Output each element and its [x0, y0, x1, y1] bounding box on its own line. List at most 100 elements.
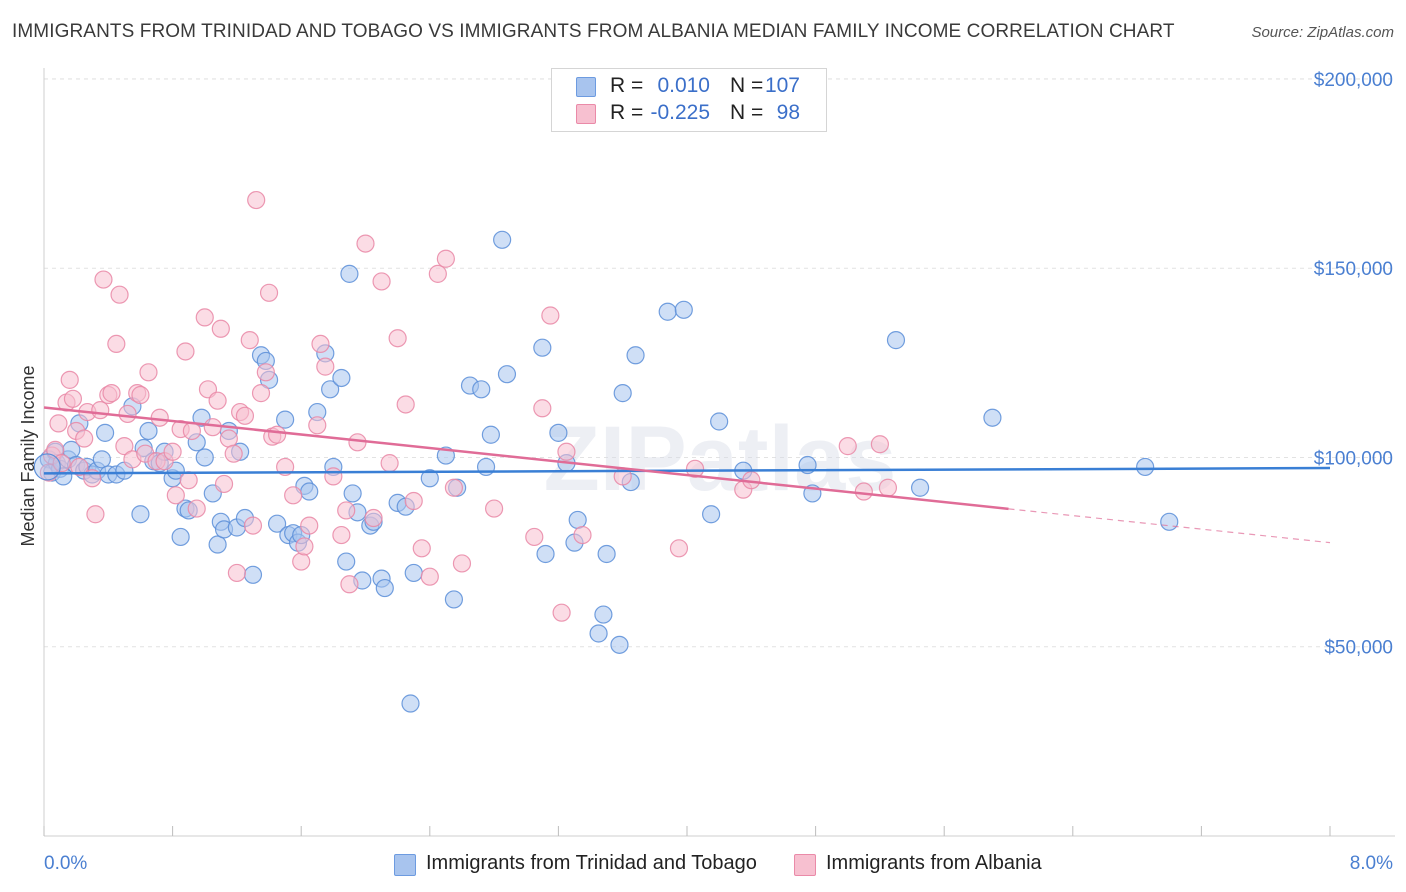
data-point-trinidad[interactable] [533, 338, 552, 357]
data-point-albania[interactable] [235, 406, 255, 425]
data-point-albania[interactable] [436, 249, 455, 268]
data-point-trinidad[interactable] [95, 423, 115, 442]
data-point-albania[interactable] [214, 474, 234, 494]
data-point-trinidad[interactable] [267, 514, 287, 533]
data-point-trinidad[interactable] [401, 694, 420, 713]
data-point-albania[interactable] [219, 429, 238, 448]
data-point-trinidad[interactable] [886, 331, 906, 350]
data-point-albania[interactable] [243, 516, 263, 535]
data-point-albania[interactable] [110, 285, 129, 304]
data-point-albania[interactable] [557, 442, 576, 461]
data-point-albania[interactable] [573, 525, 592, 545]
data-point-albania[interactable] [838, 437, 857, 456]
data-point-albania[interactable] [49, 414, 68, 433]
data-point-trinidad[interactable] [597, 544, 616, 564]
data-point-albania[interactable] [227, 563, 246, 583]
data-point-albania[interactable] [150, 408, 169, 427]
data-point-albania[interactable] [420, 567, 439, 586]
data-point-trinidad[interactable] [589, 624, 608, 643]
data-point-albania[interactable] [364, 508, 383, 528]
data-point-trinidad[interactable] [343, 484, 362, 503]
data-point-trinidad[interactable] [910, 478, 930, 497]
data-point-albania[interactable] [118, 404, 137, 424]
data-point-albania[interactable] [208, 391, 227, 410]
data-point-trinidad[interactable] [139, 421, 158, 441]
data-point-albania[interactable] [452, 554, 472, 573]
data-point-albania[interactable] [854, 482, 873, 501]
data-point-trinidad[interactable] [493, 230, 512, 249]
data-point-albania[interactable] [139, 363, 158, 382]
data-point-albania[interactable] [267, 425, 287, 444]
data-point-trinidad[interactable] [481, 425, 500, 444]
data-point-albania[interactable] [63, 389, 83, 408]
data-point-albania[interactable] [107, 334, 126, 354]
data-point-trinidad[interactable] [549, 423, 568, 442]
data-point-albania[interactable] [292, 552, 311, 571]
data-point-trinidad[interactable] [674, 300, 693, 319]
data-point-trinidad[interactable] [276, 410, 295, 429]
data-point-albania[interactable] [685, 459, 705, 478]
data-point-trinidad[interactable] [131, 505, 150, 524]
data-point-albania[interactable] [259, 283, 279, 302]
data-point-trinidad[interactable] [332, 368, 351, 388]
data-point-albania[interactable] [337, 501, 356, 520]
data-point-albania[interactable] [240, 331, 259, 350]
data-point-albania[interactable] [75, 429, 94, 448]
data-point-albania[interactable] [533, 399, 552, 418]
data-point-albania[interactable] [308, 416, 327, 435]
data-point-trinidad[interactable] [983, 408, 1002, 427]
data-point-albania[interactable] [182, 421, 201, 441]
data-point-albania[interactable] [428, 264, 447, 283]
data-point-trinidad[interactable] [321, 380, 340, 399]
data-point-trinidad[interactable] [710, 412, 729, 431]
data-point-albania[interactable] [251, 384, 271, 403]
data-point-albania[interactable] [247, 190, 266, 210]
data-point-albania[interactable] [348, 433, 367, 452]
data-point-trinidad[interactable] [243, 565, 263, 584]
data-point-albania[interactable] [195, 308, 214, 327]
data-point-albania[interactable] [870, 435, 890, 454]
data-point-albania[interactable] [878, 478, 898, 497]
data-point-albania[interactable] [179, 471, 198, 490]
data-point-albania[interactable] [163, 442, 182, 461]
data-point-albania[interactable] [300, 516, 319, 535]
data-point-trinidad[interactable] [337, 552, 356, 571]
data-point-albania[interactable] [203, 418, 222, 437]
data-point-trinidad[interactable] [340, 264, 359, 283]
data-point-albania[interactable] [60, 370, 79, 389]
data-point-trinidad[interactable] [208, 535, 227, 554]
data-point-albania[interactable] [94, 270, 113, 289]
data-point-albania[interactable] [115, 437, 134, 456]
data-point-albania[interactable] [404, 491, 423, 511]
data-point-trinidad[interactable] [300, 482, 319, 501]
data-point-albania[interactable] [356, 234, 375, 253]
data-point-albania[interactable] [396, 395, 415, 414]
data-point-albania[interactable] [102, 384, 121, 403]
data-point-albania[interactable] [131, 385, 150, 405]
data-point-trinidad[interactable] [1136, 457, 1155, 477]
data-point-albania[interactable] [388, 329, 407, 348]
data-point-trinidad[interactable] [476, 457, 496, 477]
data-point-albania[interactable] [311, 334, 330, 354]
data-point-albania[interactable] [525, 527, 544, 547]
data-point-trinidad[interactable] [626, 346, 645, 365]
data-point-trinidad[interactable] [658, 302, 677, 321]
data-point-cluster[interactable] [33, 453, 61, 481]
data-point-trinidad[interactable] [195, 448, 214, 467]
data-point-trinidad[interactable] [594, 605, 613, 624]
data-point-trinidad[interactable] [568, 510, 587, 530]
data-point-trinidad[interactable] [497, 365, 517, 384]
data-point-trinidad[interactable] [444, 590, 464, 609]
data-point-trinidad[interactable] [171, 527, 190, 547]
data-point-albania[interactable] [372, 272, 391, 291]
data-point-trinidad[interactable] [92, 450, 111, 469]
data-point-albania[interactable] [316, 357, 335, 376]
data-point-trinidad[interactable] [404, 563, 423, 583]
data-point-trinidad[interactable] [536, 544, 555, 564]
data-point-albania[interactable] [70, 457, 89, 477]
data-point-albania[interactable] [86, 505, 105, 524]
data-point-albania[interactable] [340, 575, 359, 594]
data-point-albania[interactable] [187, 499, 206, 518]
data-point-trinidad[interactable] [472, 380, 491, 399]
data-point-trinidad[interactable] [375, 578, 394, 598]
